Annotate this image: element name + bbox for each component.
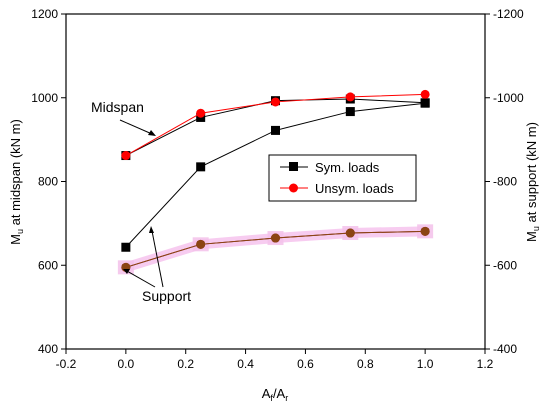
data-point-circle	[271, 97, 280, 107]
data-point-circle	[420, 226, 430, 236]
data-point-square	[420, 98, 430, 108]
data-point-circle	[420, 89, 430, 99]
legend-label-unsym-loads: Unsym. loads	[315, 181, 394, 196]
x-tick-label: 0.2	[177, 357, 194, 371]
x-tick-label: 0.4	[237, 357, 254, 371]
series-support-2	[121, 98, 430, 252]
y-axis-right-title: Mu at support (kN m)	[524, 122, 541, 242]
y2-tick-label: -1000	[493, 91, 524, 105]
y2-tick-label: -400	[493, 342, 517, 356]
data-point-circle	[345, 92, 355, 102]
midspan-arrow-shaft	[119, 119, 153, 135]
y-tick-label: 600	[38, 258, 58, 272]
data-point-square	[196, 162, 206, 172]
data-point-circle	[345, 228, 355, 238]
x-tick-label: 0.6	[297, 357, 314, 371]
legend: Sym. loads Unsym. loads	[268, 154, 417, 202]
y2-tick-label: -1200	[493, 7, 524, 21]
data-point-circle	[121, 151, 131, 161]
data-point-circle	[196, 239, 206, 249]
x-tick-label: 0.8	[357, 357, 374, 371]
midspan-label: Midspan	[91, 99, 144, 115]
y-tick-label: 400	[38, 342, 58, 356]
x-tick-label: -0.2	[56, 357, 77, 371]
midspan-arrow-head	[148, 130, 156, 136]
series-midspan-1	[121, 89, 430, 161]
x-axis-title: Af/Ar	[262, 386, 288, 403]
data-point-square	[345, 107, 355, 117]
y2-tick-label: -600	[493, 258, 517, 272]
support-arrow-head-1	[149, 226, 154, 233]
support-arrow-shaft-1	[151, 230, 164, 288]
x-tick-label: 1.2	[477, 357, 494, 371]
x-tick-label: 1.0	[417, 357, 434, 371]
series-support-overlay-4	[121, 226, 430, 272]
legend-label-sym-loads: Sym. loads	[315, 160, 380, 175]
data-point-circle	[271, 233, 280, 243]
support-label: Support	[142, 288, 191, 304]
y-tick-label: 800	[38, 175, 58, 189]
series-layer	[121, 89, 430, 272]
legend-marker-square	[289, 162, 298, 171]
support-arrow-shaft-2	[126, 270, 156, 288]
legend-item-unsym-loads: Unsym. loads	[280, 181, 394, 196]
data-point-circle	[196, 108, 206, 118]
legend-marker-circle	[289, 183, 298, 193]
y-axis-right: -400 -600 -800 -1000 -1200	[485, 7, 524, 356]
y-axis-left-title: Mu at midspan (kN m)	[8, 119, 25, 245]
data-point-square	[271, 125, 280, 135]
x-axis: -0.2 0.0 0.2 0.4 0.6 0.8 1.0 1.2	[56, 349, 494, 371]
support-arrow-head-2	[123, 269, 130, 274]
y-tick-label: 1200	[31, 7, 58, 21]
y-tick-label: 1000	[31, 91, 58, 105]
x-tick-label: 0.0	[118, 357, 135, 371]
data-point-square	[121, 242, 131, 252]
y2-tick-label: -800	[493, 175, 517, 189]
y-axis-left: 400 600 800 1000 1200	[31, 7, 66, 356]
annotation-layer: Midspan Support	[91, 99, 191, 304]
legend-item-sym-loads: Sym. loads	[280, 160, 380, 175]
